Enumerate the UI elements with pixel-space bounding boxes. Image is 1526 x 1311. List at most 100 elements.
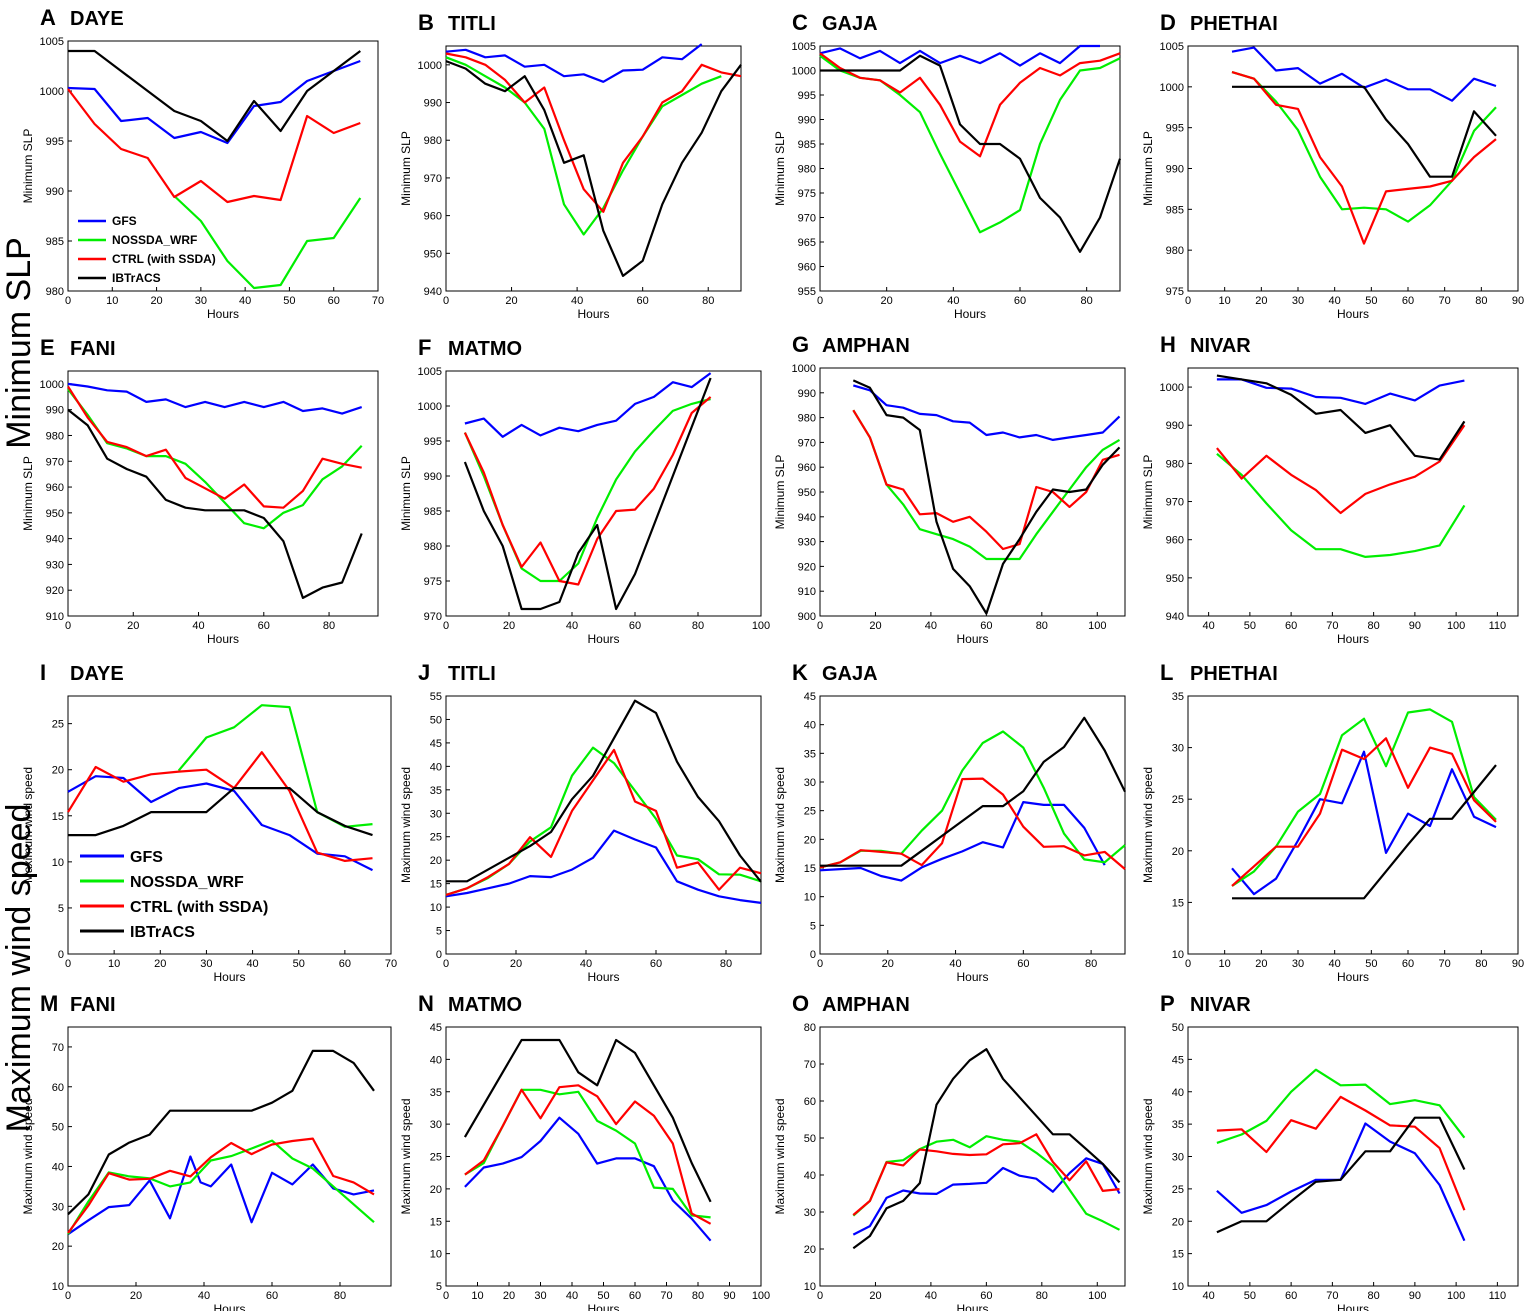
panel-p: P NIVAR 40 50 60 70 80 90 100 110 10 15 20 25 30 35 40 45… [1141, 991, 1519, 1311]
y-tick-label: 1000 [1160, 82, 1184, 94]
x-tick-label: 0 [65, 1290, 71, 1302]
y-tick-label: 910 [798, 586, 816, 598]
y-tick-label: 990 [46, 186, 64, 198]
panel-e: E FANI 0 20 40 60 80 910 920 930 940 950 960 970 980 99… [21, 335, 379, 646]
x-tick-label: 80 [1036, 620, 1048, 632]
panel-title: GAJA [822, 663, 878, 685]
x-axis-title: Hours [1337, 1302, 1369, 1311]
x-axis-title: Hours [207, 307, 239, 321]
panel-f: F MATMO 0 20 40 60 80 100 970 975 980 985 990 995 1000… [399, 335, 770, 646]
x-tick-label: 80 [1081, 295, 1093, 307]
y-tick-label: 15 [430, 879, 442, 891]
panel-title: NIVAR [1190, 994, 1251, 1016]
x-tick-label: 30 [534, 1290, 546, 1302]
y-tick-label: 20 [52, 1241, 64, 1253]
y-tick-label: 1000 [40, 379, 64, 391]
series-line-nossda-wrf [173, 195, 362, 290]
y-tick-label: 10 [804, 892, 816, 904]
series-line-ctrl-with-ssda [1231, 737, 1497, 887]
series-line-ibtracs [67, 1049, 375, 1216]
x-tick-label: 40 [566, 620, 578, 632]
y-tick-label: 40 [52, 1161, 64, 1173]
x-tick-label: 80 [702, 295, 714, 307]
series-line-ibtracs [463, 377, 712, 611]
x-tick-label: 50 [293, 958, 305, 970]
x-tick-label: 100 [1447, 1290, 1465, 1302]
x-tick-label: 20 [869, 1290, 881, 1302]
x-tick-label: 80 [1085, 958, 1097, 970]
x-tick-label: 100 [1088, 1290, 1106, 1302]
panel-letter: I [40, 660, 46, 685]
plot-frame [67, 40, 379, 292]
x-tick-label: 50 [1244, 620, 1256, 632]
y-tick-label: 955 [798, 286, 816, 298]
series-line-gfs [67, 1155, 375, 1236]
x-tick-label: 50 [283, 295, 295, 307]
y-tick-label: 970 [424, 611, 442, 623]
y-tick-label: 5 [58, 903, 64, 915]
x-tick-label: 100 [1088, 620, 1106, 632]
y-axis-title: Maximum wind speed [21, 1098, 35, 1214]
y-tick-label: 0 [810, 949, 816, 961]
series-line-ibtracs [820, 716, 1126, 867]
x-tick-label: 60 [266, 1290, 278, 1302]
x-tick-label: 80 [1475, 958, 1487, 970]
x-tick-label: 60 [629, 620, 641, 632]
series-line-ibtracs [852, 1048, 1121, 1250]
x-axis-title: Hours [956, 632, 988, 646]
y-tick-label: 1005 [792, 41, 816, 53]
y-tick-label: 10 [804, 1281, 816, 1293]
x-tick-label: 0 [443, 620, 449, 632]
panel-letter: C [792, 10, 808, 35]
y-axis-title: Minimum SLP [1141, 455, 1155, 530]
series-line-ctrl-with-ssda [1216, 424, 1466, 515]
panel-n: N MATMO 0 10 20 30 40 50 60 70 80 90 100 5 10 15 20 25 30 3… [399, 991, 770, 1311]
panel-letter: G [792, 332, 809, 357]
series-line-nossda-wrf [464, 1088, 711, 1219]
series-line-nossda-wrf [1231, 708, 1497, 887]
plot-frame [445, 370, 762, 617]
x-tick-label: 40 [949, 958, 961, 970]
y-tick-label: 980 [798, 164, 816, 176]
series-line-ctrl-with-ssda [819, 52, 1121, 158]
x-axis-title: Hours [587, 632, 619, 646]
x-tick-label: 0 [817, 1290, 823, 1302]
y-tick-label: 970 [46, 456, 64, 468]
y-tick-label: 1000 [792, 363, 816, 375]
x-tick-label: 80 [323, 620, 335, 632]
panel-letter: N [418, 991, 434, 1016]
y-tick-label: 50 [1172, 1022, 1184, 1034]
plot-frame [67, 370, 379, 617]
x-tick-label: 50 [597, 1290, 609, 1302]
panel-title: TITLI [448, 663, 496, 685]
y-tick-label: 25 [1172, 794, 1184, 806]
series-line-nossda-wrf [1231, 71, 1497, 223]
series-line-gfs [819, 800, 1106, 882]
x-tick-label: 90 [723, 1290, 735, 1302]
y-tick-label: 55 [430, 691, 442, 703]
panel-title: GAJA [822, 13, 878, 35]
y-tick-label: 25 [430, 832, 442, 844]
x-tick-label: 10 [108, 958, 120, 970]
y-axis-title: Maximum wind speed [21, 767, 35, 883]
y-axis-title: Maximum wind speed [773, 1098, 787, 1214]
panel-m: M FANI 0 20 40 60 80 10 20 30 40 50 60 70 Hours Maximum… [21, 991, 392, 1311]
x-tick-label: 0 [65, 958, 71, 970]
y-tick-label: 920 [798, 561, 816, 573]
y-tick-label: 995 [424, 436, 442, 448]
y-tick-label: 45 [804, 691, 816, 703]
y-tick-label: 950 [1166, 573, 1184, 585]
x-tick-label: 0 [817, 958, 823, 970]
y-tick-label: 950 [424, 248, 442, 260]
y-tick-label: 0 [58, 949, 64, 961]
panel-title: TITLI [448, 13, 496, 35]
panel-k: K GAJA 0 20 40 60 80 0 5 10 15 20 25 30 35 40 45 Hours Max… [773, 660, 1126, 984]
x-tick-label: 10 [471, 1290, 483, 1302]
y-tick-label: 1000 [792, 66, 816, 78]
x-tick-label: 70 [1326, 1290, 1338, 1302]
series-line-gfs [1231, 46, 1497, 102]
x-tick-label: 40 [925, 620, 937, 632]
y-tick-label: 980 [424, 135, 442, 147]
x-tick-label: 60 [328, 295, 340, 307]
x-axis-title: Hours [587, 970, 619, 984]
